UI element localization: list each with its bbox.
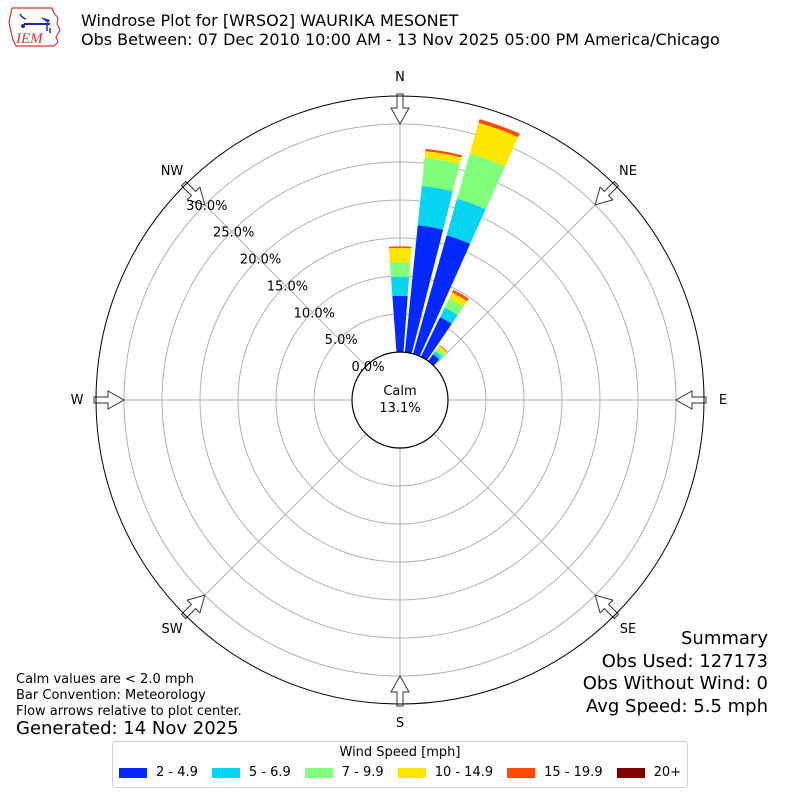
legend-title: Wind Speed [mph] — [339, 745, 461, 760]
flow-arrows-note: Flow arrows relative to plot center. — [16, 704, 242, 719]
windrose-bar-segment — [456, 153, 506, 210]
legend-items: 2 - 4.9 5 - 6.9 7 - 9.9 10 - 14.9 15 - 19.9 2… — [113, 766, 687, 780]
radial-tick-label: 0.0% — [352, 360, 385, 375]
windrose-bar-segment — [404, 225, 444, 354]
grid-spoke — [184, 433, 367, 616]
grid-spoke — [433, 184, 616, 367]
flow-arrow-icon — [390, 93, 410, 126]
title-line-period: Obs Between: 07 Dec 2010 10:00 AM - 13 N… — [81, 30, 720, 49]
direction-label-nw: NW — [161, 164, 184, 179]
calm-note: Calm values are < 2.0 mph — [16, 672, 195, 687]
legend-item: 10 - 14.9 — [397, 765, 494, 780]
summary-box: Summary Obs Used: 127173 Obs Without Win… — [583, 628, 768, 718]
radial-tick-label: 30.0% — [186, 199, 227, 214]
legend-label: 5 - 6.9 — [248, 765, 291, 780]
windrose-bar-segment — [413, 235, 471, 357]
radial-tick-label: 25.0% — [213, 226, 254, 241]
direction-label-w: W — [71, 393, 84, 408]
calm-label: Calm — [383, 384, 416, 399]
bar-convention-note: Bar Convention: Meteorology — [16, 688, 206, 703]
windrose-bar-segment — [388, 246, 412, 249]
radial-tick-label: 10.0% — [294, 306, 335, 321]
flow-arrow-icon — [674, 390, 707, 410]
windrose-bar-segment — [390, 276, 410, 297]
windrose-bar-segment — [440, 307, 458, 324]
plot-notes: Calm values are < 2.0 mph Bar Convention… — [16, 672, 242, 720]
flow-arrow-icon — [93, 390, 126, 410]
legend-item: 2 - 4.9 — [118, 765, 198, 780]
windrose-bar-segment — [439, 345, 448, 352]
windrose-bar-segment — [421, 157, 460, 192]
legend-label: 7 - 9.9 — [341, 765, 384, 780]
legend-item: 15 - 19.9 — [507, 765, 603, 780]
legend-swatch — [397, 768, 426, 778]
windrose-bar-segment — [388, 247, 412, 263]
windrose-bar-segment — [392, 295, 408, 353]
direction-label-n: N — [395, 70, 405, 85]
windrose-bar-segment — [478, 119, 520, 138]
legend-swatch — [118, 768, 147, 778]
legend-swatch — [507, 768, 536, 778]
windrose-bar-segment — [432, 351, 442, 360]
obs-without-wind: Obs Without Wind: 0 — [582, 673, 768, 694]
obs-used: Obs Used: 127173 — [601, 650, 768, 672]
legend-label: 10 - 14.9 — [434, 765, 494, 780]
grid-spoke — [184, 184, 367, 367]
direction-label-se: SE — [620, 622, 636, 637]
windrose-bar-segment — [451, 289, 469, 302]
chart-title: Windrose Plot for [WRSO2] WAURIKA MESONE… — [81, 11, 720, 49]
windrose-bar-segment — [469, 122, 519, 167]
windrose-bar-segment — [449, 292, 468, 307]
direction-label-sw: SW — [161, 622, 182, 637]
windrose-bar-segment — [420, 317, 452, 361]
flow-arrow-icon — [390, 674, 410, 707]
legend-item: 20+ — [616, 765, 682, 780]
radial-tick-label: 5.0% — [325, 333, 358, 348]
windrose-bar-segment — [446, 198, 486, 244]
windrose-bar-segment — [437, 345, 447, 355]
outer-circle — [95, 95, 705, 705]
windrose-bar-segment — [425, 148, 462, 158]
legend: Wind Speed [mph] 2 - 4.9 5 - 6.9 7 - 9.9 10… — [112, 741, 688, 788]
windrose-bar-segment — [444, 298, 464, 316]
generated-date: Generated: 14 Nov 2025 — [16, 718, 239, 739]
legend-item: 7 - 9.9 — [304, 765, 384, 780]
legend-swatch — [304, 768, 333, 778]
legend-item: 5 - 6.9 — [211, 765, 291, 780]
title-line-station: Windrose Plot for [WRSO2] WAURIKA MESONE… — [81, 11, 459, 30]
radial-tick-label: 15.0% — [267, 279, 308, 294]
legend-swatch — [616, 768, 645, 778]
summary-title: Summary — [681, 628, 768, 649]
windrose-bar-segment — [389, 262, 411, 278]
direction-label-ne: NE — [619, 164, 637, 179]
legend-label: 15 - 19.9 — [544, 765, 603, 780]
windrose-bar-segment — [424, 151, 462, 165]
legend-label: 2 - 4.9 — [155, 765, 198, 780]
avg-speed: Avg Speed: 5.5 mph — [586, 695, 768, 717]
windrose-bar-segment — [435, 348, 445, 357]
calm-circle — [351, 351, 449, 449]
radial-tick-label: 20.0% — [240, 253, 281, 268]
iem-logo: IEM — [6, 4, 64, 50]
svg-text:IEM: IEM — [15, 31, 44, 47]
calm-value: 13.1% — [379, 401, 420, 416]
windrose-bars — [388, 119, 520, 366]
windrose-bar-segment — [417, 185, 453, 230]
legend-label: 20+ — [653, 765, 682, 780]
direction-label-s: S — [396, 716, 404, 731]
legend-swatch — [211, 768, 240, 778]
direction-labels: N NE E SE S SW W NW — [71, 70, 728, 731]
radial-tick-labels: 0.0% 5.0% 10.0% 15.0% 20.0% 25.0% 30.0% — [186, 199, 384, 375]
direction-arrows — [93, 93, 707, 707]
direction-label-e: E — [719, 393, 727, 408]
grid-spoke — [433, 433, 616, 616]
